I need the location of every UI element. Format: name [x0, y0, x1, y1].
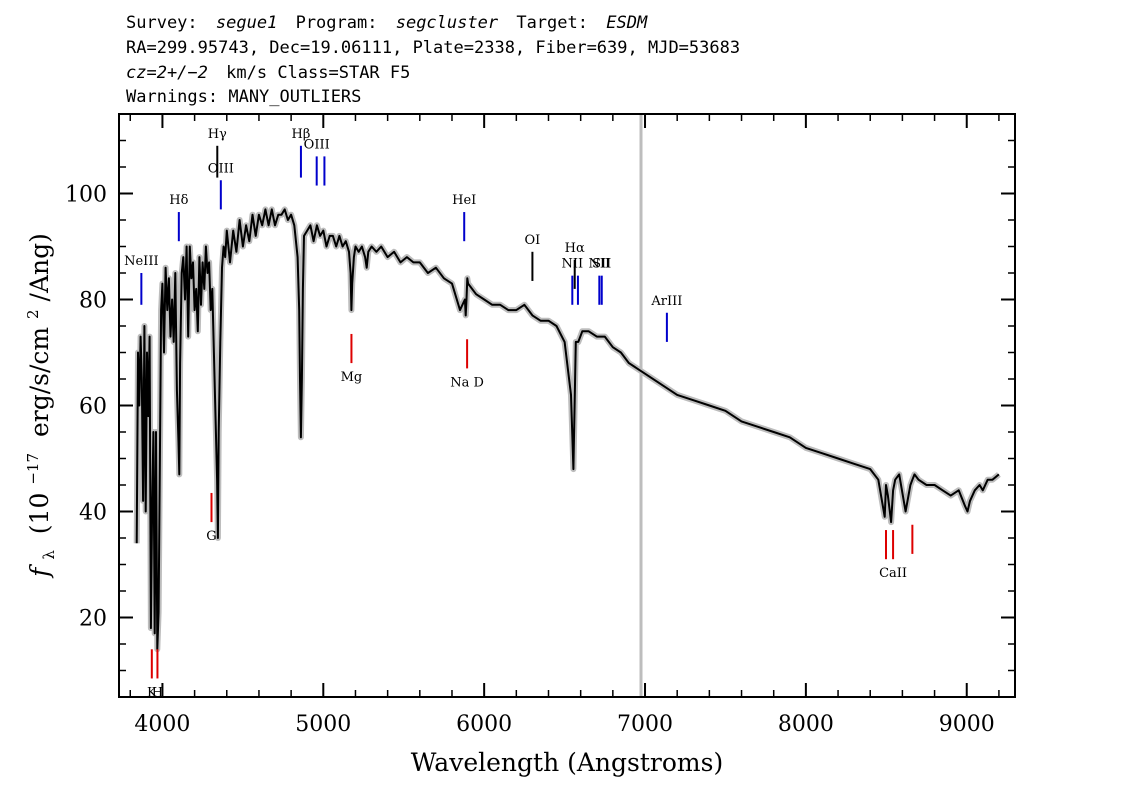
survey-prefix: Survey: [126, 13, 198, 33]
absorption-line-label: G [206, 529, 216, 544]
y-tick-label: 100 [65, 183, 107, 208]
y-axis-label-units-exp: 2 [24, 309, 42, 319]
absorption-line-label: K [147, 685, 157, 700]
emission-line-label: OIII [208, 161, 234, 176]
emission-line-label: Hδ [169, 193, 188, 208]
series-layer [135, 208, 1000, 651]
emission-line-label: NII [589, 257, 611, 272]
y-tick-label: 60 [79, 395, 107, 420]
emission-line-label: OIII [304, 137, 330, 152]
plot-frame [118, 113, 1016, 698]
absorption-line-label: H [152, 685, 163, 700]
y-axis-label-tail: /Ang) [25, 233, 54, 301]
target-prefix: Target: [516, 13, 588, 33]
y-axis-label-f: f [25, 564, 54, 579]
x-tick-label: 8000 [778, 712, 834, 737]
header: Survey: segue1 Program: segcluster Targe… [126, 13, 740, 107]
spectrum-line-0 [135, 208, 1000, 651]
y-tick-label: 80 [79, 289, 107, 314]
y-tick-label: 20 [79, 607, 107, 632]
emission-line-label: ArIII [650, 294, 682, 309]
y-axis-label-main: (10 [25, 493, 54, 535]
emission-line-label: Hα [565, 241, 585, 256]
header-line-1: Survey: segue1 Program: segcluster Targe… [126, 13, 648, 33]
redshift-value: cz=2+/−2 [126, 63, 208, 83]
program-prefix: Program: [296, 13, 378, 33]
y-axis-label-exp: −17 [24, 453, 42, 485]
x-tick-label: 4000 [134, 712, 190, 737]
x-tick-label: 6000 [456, 712, 512, 737]
absorption-line-label: Mg [341, 370, 363, 385]
emission-line-label: Hγ [208, 127, 227, 142]
header-line-4: Warnings: MANY_OUTLIERS [126, 87, 361, 107]
y-tick-label: 40 [79, 501, 107, 526]
class-value: km/s Class=STAR F5 [226, 63, 410, 83]
emission-line-label: HeI [452, 193, 476, 208]
emission-line-label: SII [592, 257, 611, 272]
axis-ticks-layer: 4000 5000 6000 7000 8000 9000 20 40 60 80 100 [65, 114, 1015, 737]
error-band-layer [133, 206, 1001, 653]
absorption-line-label: Na D [450, 375, 484, 390]
absorption-line-label: CaII [879, 566, 907, 581]
emission-line-label: NII [561, 257, 583, 272]
error-band-0 [133, 206, 1001, 653]
x-tick-label: 5000 [295, 712, 351, 737]
plot-area: NeIIIHδHγOIIIHβOIIIHeIOINIIHαNIISIIArIII… [65, 113, 1016, 737]
emission-line-label: NeIII [124, 254, 158, 269]
emission-line-label: OI [525, 233, 541, 248]
spectral-lines-layer: NeIIIHδHγOIIIHβOIIIHeIOINIIHαNIISIIArIII… [124, 127, 914, 700]
x-tick-label: 9000 [939, 712, 995, 737]
header-line-3: cz=2+/−2 km/s Class=STAR F5 [126, 63, 410, 83]
emission-line-label: Hβ [292, 127, 311, 142]
survey-value: segue1 [216, 13, 277, 33]
x-tick-label: 7000 [617, 712, 673, 737]
header-line-2: RA=299.95743, Dec=19.06111, Plate=2338, … [126, 38, 740, 58]
x-axis-label: Wavelength (Angstroms) [411, 748, 723, 777]
y-axis-label-units: erg/s/cm [25, 327, 54, 437]
y-axis-label-sub: λ [40, 550, 58, 560]
y-axis-label: f λ (10 −17 erg/s/cm 2 /Ang) [15, 233, 60, 579]
target-value: ESDM [606, 13, 648, 33]
program-value: segcluster [396, 13, 499, 33]
